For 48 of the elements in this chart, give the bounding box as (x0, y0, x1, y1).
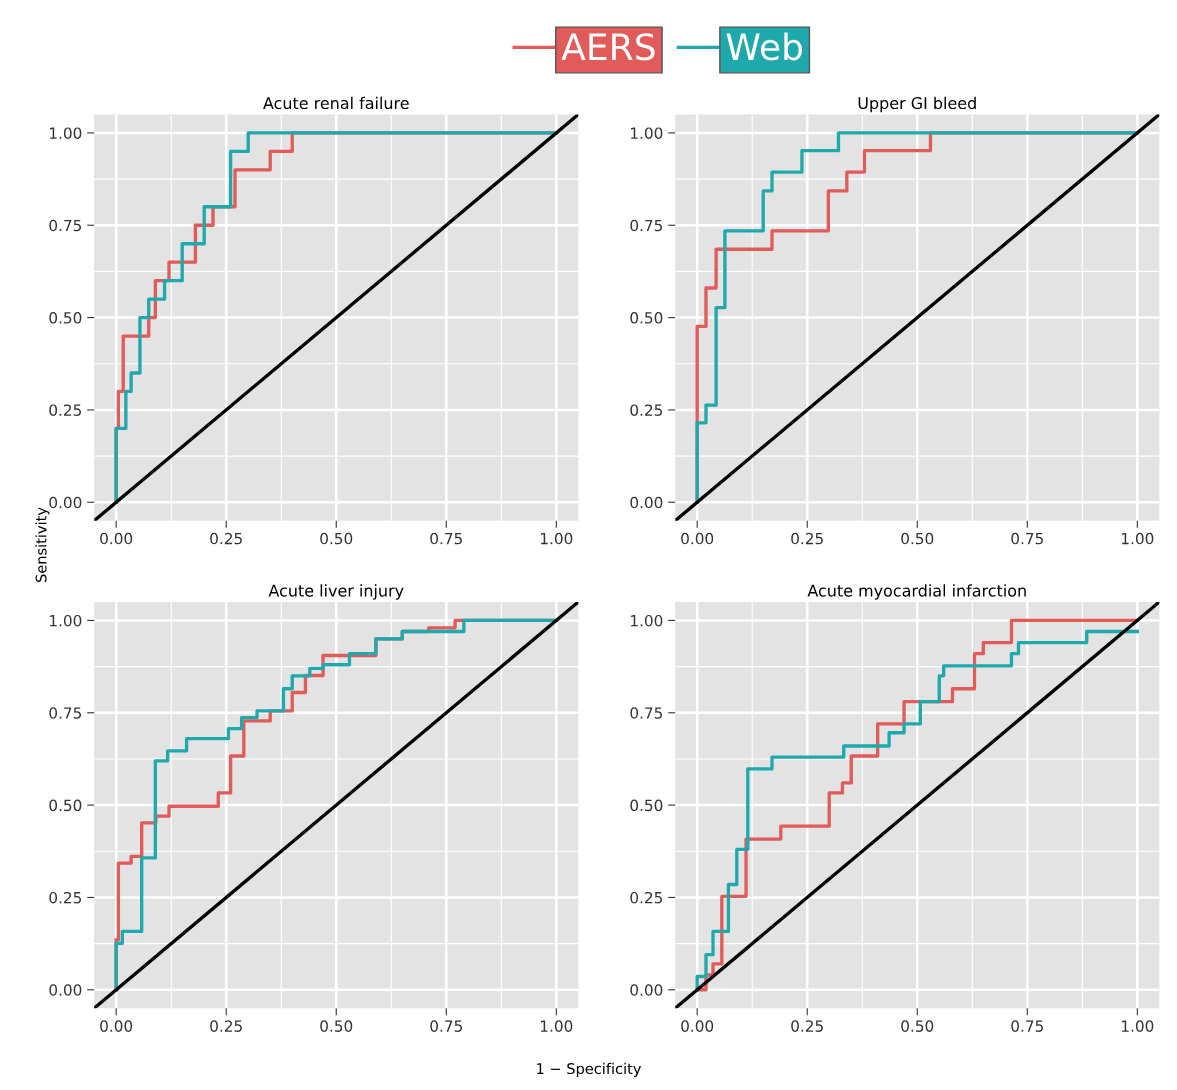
y-tick-label: 0.25 (49, 891, 82, 904)
y-tick-label: 1.00 (50, 614, 82, 627)
chart-title: Upper GI bleed (858, 96, 976, 113)
x-tick-label: 0.50 (320, 532, 353, 545)
y-axis-title: Sensitivity (35, 507, 50, 582)
y-tick-label: 0.75 (630, 219, 663, 232)
x-tick-label: 0.00 (681, 1020, 714, 1032)
x-tick-label: 0.50 (901, 1020, 934, 1032)
chart-title: Acute renal failure (263, 96, 409, 110)
y-tick-label: 0.50 (630, 799, 663, 812)
y-tick-label: 0.00 (49, 496, 82, 509)
x-tick-label: 0.75 (430, 1020, 462, 1032)
x-tick-label: 1.00 (1122, 1020, 1154, 1032)
x-tick-label: 0.50 (320, 1020, 353, 1032)
y-tick-label: 0.00 (630, 496, 663, 509)
x-tick-label: 0.50 (901, 532, 934, 545)
x-tick-label: 0.00 (681, 532, 714, 545)
y-tick-label: 0.00 (630, 984, 663, 996)
y-tick-label: 0.00 (49, 984, 82, 996)
y-tick-label: 0.75 (630, 707, 663, 719)
x-tick-label: 1.00 (541, 532, 573, 545)
y-tick-label: 0.75 (49, 219, 82, 232)
x-axis-title: 1 − Specificity (537, 1062, 642, 1077)
x-tick-label: 1.00 (541, 1020, 573, 1032)
x-tick-label: 0.00 (100, 532, 133, 545)
x-tick-label: 0.75 (1011, 1020, 1043, 1032)
x-tick-label: 0.00 (100, 1020, 133, 1032)
x-tick-label: 0.75 (1011, 532, 1043, 545)
y-tick-label: 0.50 (49, 799, 82, 812)
x-tick-label: 1.00 (1122, 532, 1154, 545)
x-tick-label: 0.25 (210, 532, 242, 545)
x-tick-label: 0.25 (791, 1020, 823, 1032)
y-tick-label: 0.50 (49, 312, 82, 324)
legend-label: AERS (561, 33, 655, 61)
y-tick-label: 1.00 (50, 127, 82, 139)
y-tick-label: 0.50 (630, 312, 663, 324)
x-tick-label: 0.25 (791, 532, 823, 545)
y-tick-label: 0.75 (49, 707, 82, 719)
y-tick-label: 1.00 (631, 127, 663, 139)
y-tick-label: 1.00 (631, 614, 663, 627)
legend-label: Web (726, 32, 803, 61)
chart-title: Acute liver injury (268, 584, 404, 600)
chart-title: Acute myocardial infarction (807, 584, 1026, 600)
y-tick-label: 0.25 (630, 891, 663, 904)
x-tick-label: 0.25 (210, 1020, 242, 1032)
y-tick-label: 0.25 (630, 404, 663, 416)
x-tick-label: 0.75 (430, 532, 462, 545)
y-tick-label: 0.25 (49, 404, 82, 416)
